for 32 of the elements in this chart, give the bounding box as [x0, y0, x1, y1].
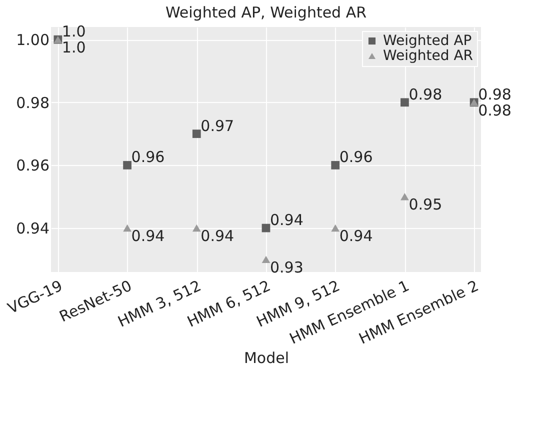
point — [192, 130, 201, 138]
data-label: 0.97 — [200, 116, 234, 135]
data-label: 0.94 — [131, 227, 165, 246]
point — [123, 161, 132, 170]
data-label: 0.96 — [339, 148, 373, 166]
data-label: 0.98 — [478, 101, 512, 120]
point — [331, 161, 340, 170]
data-label: 0.93 — [270, 258, 304, 276]
legend-label: Weighted AR — [383, 48, 474, 64]
y-tick-label: 0.98 — [16, 94, 50, 112]
y-tick-label: 1.00 — [16, 31, 50, 50]
point — [400, 98, 409, 107]
point — [123, 224, 132, 232]
point — [262, 256, 270, 264]
chart-title: Weighted AP, Weighted AR — [165, 4, 367, 22]
data-label: 0.94 — [339, 227, 373, 246]
data-label: 0.95 — [408, 196, 442, 214]
data-label: 0.98 — [478, 85, 512, 104]
data-label: 1.0 — [62, 38, 86, 57]
point — [192, 224, 201, 232]
data-label: 0.98 — [408, 85, 442, 104]
legend-label: Weighted AP — [383, 33, 472, 49]
data-label: 0.96 — [131, 148, 165, 166]
data-label: 0.94 — [270, 211, 304, 230]
data-label: 0.94 — [200, 227, 234, 246]
x-axis-title: Model — [244, 348, 290, 367]
point — [331, 224, 340, 232]
data-label: 1.0 — [62, 22, 86, 41]
y-tick-label: 0.96 — [16, 156, 50, 175]
point — [262, 224, 270, 232]
point — [400, 192, 409, 200]
y-tick-label: 0.94 — [16, 220, 50, 238]
